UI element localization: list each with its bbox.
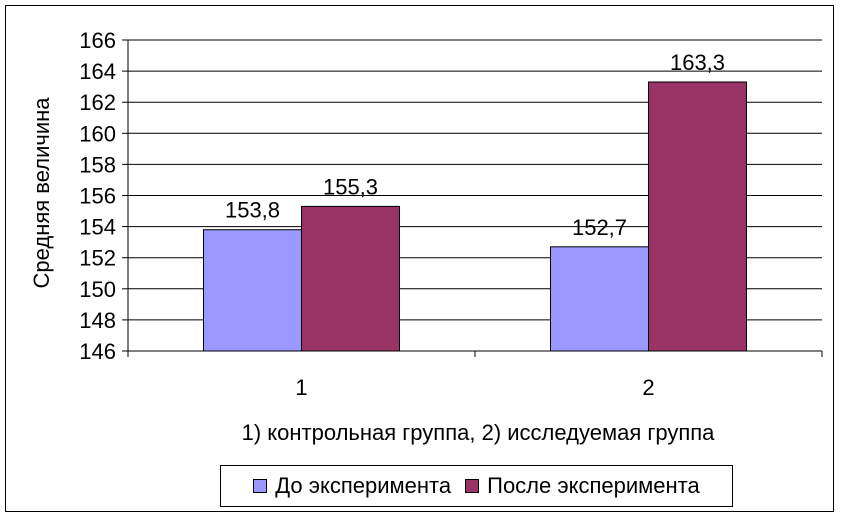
bar-series-2-cat-1 <box>301 205 400 352</box>
y-tick-label: 152 <box>79 246 116 271</box>
bar-series-1-cat-2 <box>550 246 649 352</box>
bar-series-1-cat-1 <box>203 229 302 352</box>
legend-label-after: После эксперимента <box>487 473 700 498</box>
legend-label-before: До эксперимента <box>275 473 452 498</box>
data-label: 153,8 <box>225 198 280 223</box>
y-tick-label: 148 <box>79 308 116 333</box>
legend-item-before: До эксперимента <box>253 473 451 499</box>
y-tick-label: 146 <box>79 339 116 364</box>
y-tick-labels: 146 148 150 152 154 156 158 160 162 164 166 <box>79 28 116 364</box>
data-label: 152,7 <box>572 215 627 240</box>
y-tick-label: 164 <box>79 59 116 84</box>
y-tick-label: 160 <box>79 121 116 146</box>
y-tick-label: 162 <box>79 90 116 115</box>
bar-series-2-cat-2 <box>648 81 747 352</box>
x-tick-label: 1 <box>295 375 307 400</box>
y-axis-title: Средняя величина <box>29 97 54 289</box>
bars <box>203 81 747 352</box>
data-label: 155,3 <box>323 174 378 199</box>
y-tick-label: 150 <box>79 277 116 302</box>
legend-item-after: После эксперимента <box>465 473 700 499</box>
y-tick-label: 166 <box>79 28 116 53</box>
y-tick-label: 158 <box>79 152 116 177</box>
legend-swatch-after <box>465 479 480 493</box>
y-tick-label: 154 <box>79 215 116 240</box>
x-axis-title: 1) контрольная группа, 2) исследуемая гр… <box>242 420 716 445</box>
y-tick-label: 156 <box>79 184 116 209</box>
data-label: 163,3 <box>670 50 725 75</box>
legend-swatch-before <box>253 479 268 493</box>
x-tick-label: 2 <box>642 375 654 400</box>
data-labels: 153,8 155,3 152,7 163,3 <box>225 50 725 240</box>
legend: До эксперимента После эксперимента <box>220 465 733 507</box>
